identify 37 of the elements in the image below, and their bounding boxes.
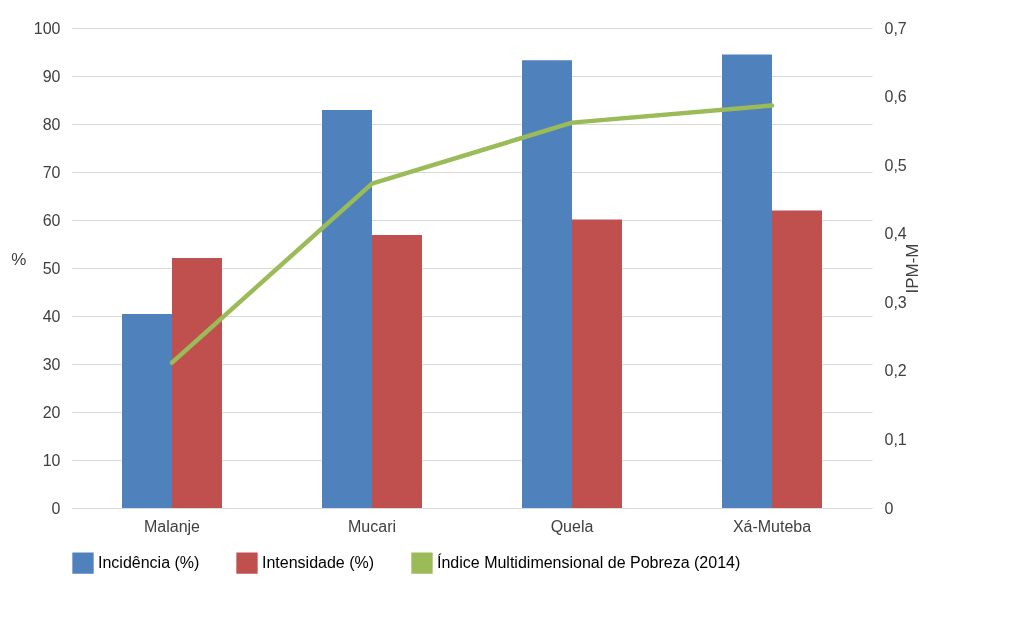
y2-axis-title: IPM-M — [902, 243, 922, 294]
line-series — [169, 103, 775, 365]
x-tick-label: Quela — [550, 517, 594, 535]
y2-tick-label: 0,7 — [884, 19, 907, 37]
bar — [322, 110, 372, 508]
y-tick-label: 20 — [42, 403, 61, 421]
y-tick-label: 0 — [51, 499, 61, 517]
y-tick-label: 70 — [42, 163, 61, 181]
legend-label: Índice Multidimensional de Pobreza (2014) — [437, 553, 741, 572]
bar — [772, 210, 822, 508]
legend-label: Incidência (%) — [98, 554, 200, 572]
legend-label: Intensidade (%) — [262, 554, 375, 572]
y-tick-label: 40 — [42, 307, 61, 325]
y-tick-label: 50 — [42, 259, 61, 277]
bar — [372, 234, 422, 508]
y2-tick-label: 0,6 — [884, 88, 907, 106]
y2-tick-label: 0,2 — [884, 362, 907, 380]
y-axis-title: % — [11, 249, 27, 269]
y2-tick-label: 0,3 — [884, 293, 907, 311]
y-tick-label: 10 — [42, 451, 61, 469]
bar — [122, 314, 172, 508]
y-tick-label: 80 — [42, 115, 61, 133]
y2-tick-label: 0,5 — [884, 156, 907, 174]
x-tick-label: Mucari — [347, 517, 397, 535]
y2-tick-label: 0 — [884, 499, 894, 517]
bar — [522, 60, 572, 508]
y-tick-label: 90 — [42, 67, 61, 85]
y-tick-label: 30 — [42, 355, 61, 373]
y-tick-label: 100 — [33, 19, 61, 37]
bar — [172, 257, 222, 508]
y-tick-label: 60 — [42, 211, 61, 229]
x-tick-label: Malanje — [143, 517, 201, 535]
x-tick-label: Xá-Muteba — [732, 517, 812, 535]
y2-tick-label: 0,4 — [884, 225, 907, 243]
bar — [572, 219, 622, 508]
y2-tick-label: 0,1 — [884, 430, 907, 448]
bar — [722, 54, 772, 508]
